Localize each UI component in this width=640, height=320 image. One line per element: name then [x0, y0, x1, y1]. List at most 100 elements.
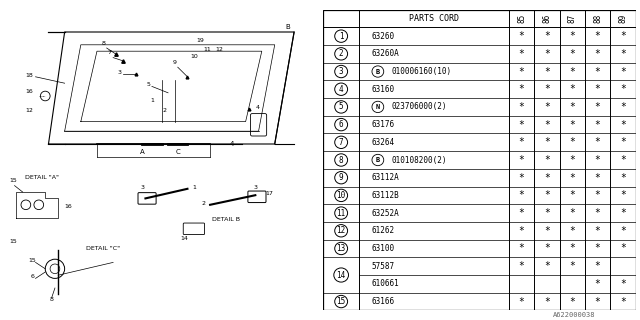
Text: 2: 2 [202, 201, 205, 206]
Text: 6: 6 [30, 274, 35, 279]
Text: *: * [519, 102, 525, 112]
Text: *: * [544, 155, 550, 165]
Text: *: * [570, 190, 575, 200]
Text: *: * [620, 137, 626, 147]
Text: 16: 16 [25, 89, 33, 94]
Text: *: * [544, 261, 550, 271]
Text: *: * [519, 226, 525, 236]
Text: *: * [544, 190, 550, 200]
Text: 18: 18 [25, 73, 33, 78]
Text: 85: 85 [517, 14, 526, 23]
Text: 610661: 610661 [372, 279, 399, 288]
Text: 11: 11 [337, 209, 346, 218]
Text: *: * [595, 261, 600, 271]
Text: 3: 3 [253, 185, 257, 190]
Text: *: * [595, 173, 600, 183]
Text: *: * [595, 67, 600, 76]
Text: 023706000(2): 023706000(2) [392, 102, 447, 111]
Text: *: * [620, 173, 626, 183]
Text: *: * [570, 102, 575, 112]
Text: 63260A: 63260A [372, 49, 399, 58]
Text: 1: 1 [192, 185, 196, 190]
Text: 63176: 63176 [372, 120, 395, 129]
Text: 63260: 63260 [372, 32, 395, 41]
Text: DETAIL "C": DETAIL "C" [86, 246, 120, 251]
Text: 3: 3 [140, 185, 144, 190]
Text: *: * [620, 102, 626, 112]
Text: 7: 7 [108, 50, 112, 55]
Text: *: * [570, 49, 575, 59]
Text: 88: 88 [593, 14, 602, 23]
Text: 8: 8 [339, 156, 344, 164]
Text: 5: 5 [339, 102, 344, 111]
Text: *: * [620, 190, 626, 200]
Text: *: * [595, 120, 600, 130]
Text: *: * [544, 31, 550, 41]
Text: *: * [620, 67, 626, 76]
Text: *: * [544, 49, 550, 59]
Text: 63100: 63100 [372, 244, 395, 253]
Text: 89: 89 [618, 14, 627, 23]
Text: 14: 14 [337, 270, 346, 279]
Text: PARTS CORD: PARTS CORD [409, 14, 459, 23]
Text: 8: 8 [102, 41, 106, 46]
Text: 63264: 63264 [372, 138, 395, 147]
Text: 15: 15 [9, 239, 17, 244]
Text: 2: 2 [339, 49, 344, 58]
Text: B: B [285, 24, 290, 30]
Text: *: * [570, 155, 575, 165]
Text: 15: 15 [28, 259, 36, 263]
Text: DETAIL B: DETAIL B [212, 217, 240, 222]
Text: 4: 4 [255, 105, 259, 110]
Text: *: * [595, 49, 600, 59]
Text: *: * [519, 244, 525, 253]
Text: *: * [544, 226, 550, 236]
Text: *: * [620, 120, 626, 130]
Text: *: * [570, 261, 575, 271]
Text: *: * [620, 155, 626, 165]
Text: *: * [620, 297, 626, 307]
Text: 63160: 63160 [372, 85, 395, 94]
Text: *: * [620, 244, 626, 253]
Text: *: * [544, 173, 550, 183]
Text: *: * [519, 261, 525, 271]
Text: B: B [376, 68, 380, 75]
Text: *: * [570, 297, 575, 307]
Text: *: * [570, 120, 575, 130]
Text: *: * [595, 226, 600, 236]
Text: 4: 4 [339, 85, 344, 94]
Text: 010006160(10): 010006160(10) [392, 67, 452, 76]
Text: 4: 4 [230, 141, 234, 147]
Text: *: * [519, 155, 525, 165]
Text: *: * [519, 173, 525, 183]
Text: 15: 15 [9, 179, 17, 183]
Text: N: N [376, 104, 380, 110]
Text: *: * [544, 102, 550, 112]
Text: *: * [570, 208, 575, 218]
Text: *: * [544, 67, 550, 76]
Text: 2: 2 [163, 108, 167, 113]
Text: *: * [544, 84, 550, 94]
Text: *: * [620, 31, 626, 41]
Text: *: * [570, 137, 575, 147]
Text: *: * [544, 137, 550, 147]
Text: 1: 1 [150, 98, 154, 103]
Text: 10: 10 [190, 53, 198, 59]
Text: 12: 12 [25, 108, 33, 113]
Text: 12: 12 [337, 226, 346, 235]
Text: 19: 19 [196, 37, 204, 43]
Text: 9: 9 [173, 60, 177, 65]
Text: 7: 7 [339, 138, 344, 147]
Text: *: * [620, 226, 626, 236]
Text: *: * [544, 208, 550, 218]
Text: 63166: 63166 [372, 297, 395, 306]
Text: 13: 13 [337, 244, 346, 253]
Text: 14: 14 [180, 236, 188, 241]
Text: *: * [570, 67, 575, 76]
Text: 8: 8 [50, 297, 54, 302]
Text: 010108200(2): 010108200(2) [392, 156, 447, 164]
Text: *: * [544, 120, 550, 130]
Text: *: * [519, 190, 525, 200]
Text: *: * [570, 173, 575, 183]
Text: *: * [519, 297, 525, 307]
